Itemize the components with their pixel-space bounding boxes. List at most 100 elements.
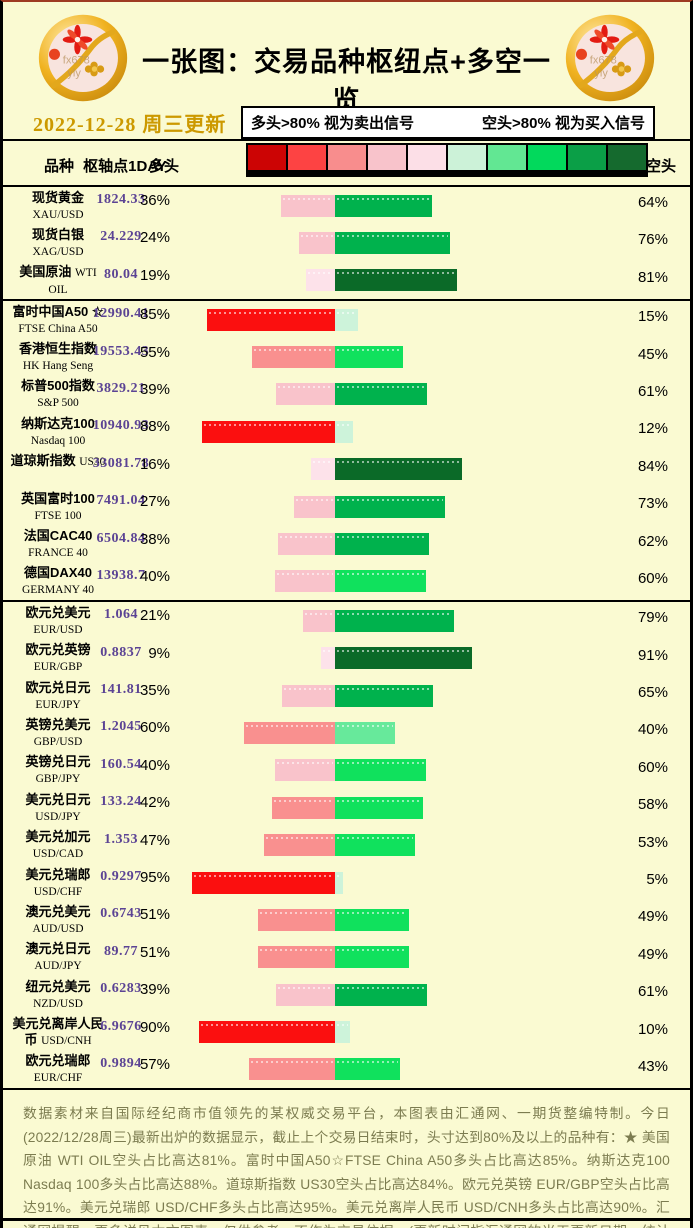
instrument-name: 欧元兑英镑 EUR/GBP <box>25 642 91 674</box>
long-percent: 60% <box>139 719 170 737</box>
long-bar <box>252 346 335 369</box>
table-row: 法国CAC40 FRANCE 40 6504.84 38% 62% <box>3 526 690 563</box>
long-bar <box>276 383 335 406</box>
long-bar <box>258 908 335 931</box>
pivot-value: 1.353 <box>104 831 138 847</box>
long-bar <box>275 570 335 593</box>
short-bar <box>335 871 343 894</box>
instrument-name: 法国CAC40 FRANCE 40 <box>23 528 93 560</box>
scale-swatch <box>566 143 608 172</box>
long-bar <box>264 834 335 857</box>
long-bar <box>311 458 335 481</box>
short-percent: 60% <box>637 758 668 776</box>
table-row: 美元兑瑞郎 USD/CHF 0.9297 95% 5% <box>3 864 690 901</box>
table-row: 富时中国A50 ☆ FTSE China A50 12990.41 85% 15… <box>3 301 690 338</box>
instrument-name: 现货白银 XAG/USD <box>31 226 84 258</box>
footer-note: 数据素材来自国际经纪商市值领先的某权威交易平台，本图表由汇通网、一期货整编特制。… <box>3 1088 690 1228</box>
short-percent: 84% <box>637 457 668 475</box>
short-percent: 64% <box>637 194 668 211</box>
instrument-name: 香港恒生指数 HK Hang Seng <box>18 341 97 373</box>
table-row: 美国原油 WTI OIL 80.04 19% 81% <box>3 262 690 299</box>
pivot-value: 7491.04 <box>96 493 146 509</box>
pivot-value: 0.6743 <box>100 906 142 922</box>
short-bar <box>335 647 472 670</box>
scale-swatch <box>286 143 328 172</box>
long-percent: 9% <box>148 644 170 662</box>
short-bar <box>335 458 462 481</box>
long-percent: 38% <box>139 530 170 548</box>
instrument-name: 欧元兑瑞郎 EUR/CHF <box>25 1053 91 1085</box>
pivot-value: 1824.33 <box>96 192 146 207</box>
table-row: 现货黄金 XAU/USD 1824.33 36% 64% <box>3 187 690 224</box>
table-row: 欧元兑瑞郎 EUR/CHF 0.9894 57% 43% <box>3 1051 690 1088</box>
table-group: 欧元兑美元 EUR/USD 1.064 21% 79% 欧元兑英镑 EUR/GB… <box>3 602 690 1088</box>
pivot-value: 10940.93 <box>92 418 150 434</box>
short-bar <box>335 834 415 857</box>
short-bar <box>335 684 433 707</box>
pivot-value: 89.77 <box>104 943 138 959</box>
long-percent: 16% <box>139 455 170 473</box>
scale-swatch <box>326 143 368 172</box>
short-bar <box>335 609 454 632</box>
scale-swatch <box>446 143 488 172</box>
instrument-name: 澳元兑日元 AUD/JPY <box>25 941 91 973</box>
legend-long-rule: 多头>80% 视为卖出信号 <box>251 115 414 132</box>
long-percent: 55% <box>139 343 170 361</box>
short-bar <box>335 269 457 292</box>
long-bar <box>306 269 335 292</box>
long-bar <box>199 1021 335 1044</box>
long-percent: 19% <box>139 266 170 284</box>
short-bar <box>335 721 395 744</box>
table-row: 澳元兑日元 AUD/JPY 89.77 51% 49% <box>3 939 690 976</box>
short-percent: 81% <box>637 268 668 286</box>
long-bar <box>275 759 335 782</box>
long-bar <box>258 946 335 969</box>
table-row: 纳斯达克100 Nasdaq 100 10940.93 88% 12% <box>3 413 690 450</box>
table-group: 现货黄金 XAU/USD 1824.33 36% 64% 现货白银 XAG/US… <box>3 187 690 302</box>
short-bar <box>335 346 403 369</box>
long-percent: 35% <box>139 682 170 700</box>
long-bar <box>282 684 335 707</box>
pivot-value: 6504.84 <box>96 530 146 546</box>
instrument-name: 欧元兑美元 EUR/USD <box>25 604 91 636</box>
table-row: 英国富时100 FTSE 100 7491.04 27% 73% <box>3 488 690 525</box>
instrument-name: 美元兑离岸人民币 USD/CNH <box>12 1016 104 1048</box>
instrument-name: 英镑兑日元 GBP/JPY <box>25 754 91 786</box>
short-percent: 62% <box>637 532 668 550</box>
table-row: 德国DAX40 GERMANY 40 13938.7 40% 60% <box>3 563 690 600</box>
instrument-name: 道琼斯指数 US30 <box>10 453 106 469</box>
long-percent: 42% <box>139 794 170 812</box>
short-bar <box>335 796 423 819</box>
short-percent: 76% <box>637 231 668 249</box>
page-title: 一张图：交易品种枢纽点+多空一览 <box>142 47 551 116</box>
short-percent: 49% <box>637 908 668 926</box>
pivot-value: 160.54 <box>100 756 142 772</box>
table-row: 英镑兑美元 GBP/USD 1.2045 60% 40% <box>3 714 690 751</box>
instrument-name: 美元兑瑞郎 USD/CHF <box>25 866 91 898</box>
table-row: 道琼斯指数 US30 33081.78 16% 84% <box>3 451 690 488</box>
instrument-name: 澳元兑美元 AUD/USD <box>25 903 91 935</box>
short-percent: 40% <box>637 721 668 739</box>
scale-swatch <box>366 143 408 172</box>
instrument-name: 德国DAX40 GERMANY 40 <box>21 565 95 597</box>
table-row: 英镑兑日元 GBP/JPY 160.54 40% 60% <box>3 752 690 789</box>
svg-text:yly: yly <box>67 67 81 79</box>
long-percent: 39% <box>139 380 170 398</box>
table-row: 欧元兑英镑 EUR/GBP 0.8837 9% 91% <box>3 640 690 677</box>
instrument-name: 欧元兑日元 EUR/JPY <box>25 679 91 711</box>
scale-swatch <box>606 143 648 172</box>
short-bar <box>335 194 432 217</box>
short-bar <box>335 495 445 518</box>
short-percent: 61% <box>637 382 668 400</box>
short-bar <box>335 946 409 969</box>
table-row: 美元兑离岸人民币 USD/CNH 6.9676 90% 10% <box>3 1014 690 1051</box>
long-bar <box>303 609 335 632</box>
red-flower-icon <box>62 24 93 55</box>
short-bar <box>335 1021 350 1044</box>
instrument-name: 现货黄金 XAU/USD <box>31 189 84 221</box>
long-percent: 85% <box>139 306 170 324</box>
short-percent: 43% <box>637 1057 668 1075</box>
short-percent: 45% <box>637 345 668 363</box>
short-percent: 53% <box>637 833 668 851</box>
long-percent: 88% <box>139 418 170 436</box>
